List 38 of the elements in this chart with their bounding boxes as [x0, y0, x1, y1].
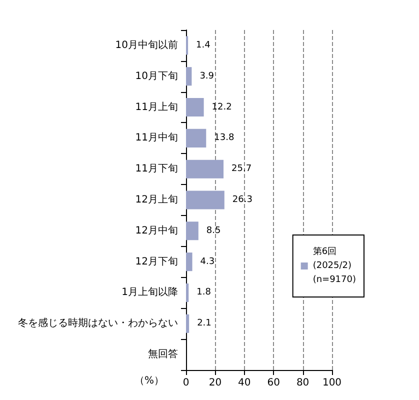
- y-tick-label: 1月上旬以降: [122, 286, 178, 298]
- x-axis-title: （%）: [134, 376, 164, 386]
- data-label: 2.1: [197, 318, 212, 329]
- data-label: 1.8: [196, 288, 212, 298]
- x-tick-label: 0: [182, 378, 190, 388]
- y-tick-label: 12月下旬: [135, 255, 178, 268]
- y-tick-label: 10月下旬: [135, 70, 178, 82]
- y-tick-label: 11月中旬: [135, 132, 178, 144]
- x-tick-label: 40: [238, 378, 251, 388]
- bar: [186, 128, 206, 148]
- bar: [186, 314, 190, 333]
- bar: [186, 283, 189, 302]
- data-label: 8.5: [206, 226, 221, 236]
- y-tick-label: 冬を感じる時期はない・わからない: [18, 317, 178, 330]
- x-tick-label: 100: [322, 378, 342, 388]
- x-tick-label: 80: [296, 378, 310, 388]
- y-tick-label: 11月下旬: [135, 162, 178, 175]
- data-label: 12.2: [212, 102, 232, 112]
- y-tick-label: 無回答: [148, 348, 178, 360]
- bar: [186, 190, 224, 210]
- bar: [186, 67, 192, 86]
- legend-label: 第6回 (2025/2) (n=9170): [312, 246, 356, 285]
- bar: [186, 160, 224, 178]
- x-tick-label: 60: [267, 378, 280, 388]
- y-tick-label: 12月中旬: [135, 224, 178, 236]
- data-label: 1.4: [196, 40, 211, 50]
- x-tick-label: 20: [208, 378, 222, 388]
- data-label: 26.3: [232, 195, 252, 205]
- data-label: 3.9: [200, 71, 214, 82]
- bar: [186, 222, 198, 240]
- data-label: 4.3: [200, 256, 215, 267]
- bar: [186, 252, 192, 272]
- data-label: 25.7: [232, 164, 252, 174]
- y-tick-label: 10月中旬以前: [115, 38, 178, 51]
- y-tick-label: 11月上旬: [135, 100, 178, 113]
- bar: [186, 98, 204, 117]
- y-tick-label: 12月上旬: [135, 194, 178, 206]
- data-label: 13.8: [214, 133, 234, 144]
